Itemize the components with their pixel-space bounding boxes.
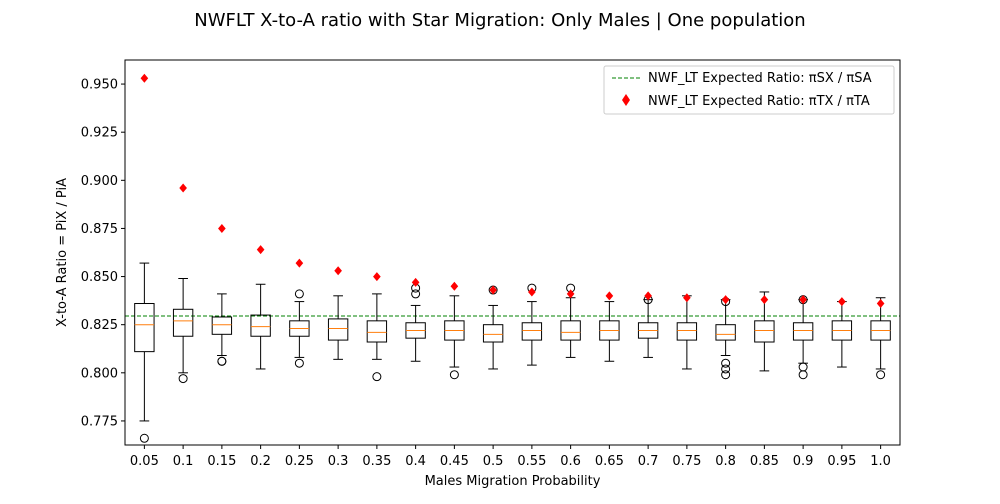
- outlier-point: [449, 370, 459, 380]
- expected-ratio-point: [411, 277, 420, 287]
- expected-ratio-point: [256, 245, 265, 255]
- box: [482, 324, 504, 343]
- x-tick-label: 0.75: [672, 454, 701, 469]
- expected-ratio-point: [450, 281, 459, 291]
- x-tick-label: 0.45: [440, 454, 469, 469]
- outlier-point: [798, 362, 808, 372]
- legend-label-pisx: NWF_LT Expected Ratio: πSX / πSA: [648, 71, 872, 86]
- legend: NWF_LT Expected Ratio: πSX / πSA NWF_LT …: [603, 65, 895, 115]
- x-tick-label: 0.35: [362, 454, 391, 469]
- expected-ratio-point: [605, 291, 614, 301]
- legend-box: [603, 65, 895, 115]
- plot-area: 0.7750.8000.8250.8500.8750.9000.9250.950…: [81, 73, 900, 469]
- outlier-point: [294, 289, 304, 299]
- y-tick-label: 0.850: [81, 270, 118, 285]
- y-tick-label: 0.900: [81, 174, 118, 189]
- x-tick-label: 0.25: [285, 454, 314, 469]
- box: [754, 320, 775, 343]
- expected-ratio-point: [489, 285, 497, 295]
- expected-ratio-point: [334, 266, 342, 276]
- box: [715, 324, 736, 341]
- x-tick-label: 0.15: [207, 454, 236, 469]
- outlier-point: [798, 370, 808, 380]
- x-tick-label: 0.5: [483, 454, 504, 469]
- x-tick-label: 0.85: [750, 454, 779, 469]
- expected-ratio-point: [683, 293, 691, 303]
- box: [792, 322, 814, 341]
- outlier-point: [139, 433, 149, 443]
- x-tick-label: 0.1: [173, 454, 194, 469]
- axes-frame: [124, 59, 901, 446]
- x-tick-label: 0.55: [517, 454, 546, 469]
- y-tick-label: 0.775: [81, 414, 118, 429]
- box: [676, 322, 698, 341]
- y-tick-label: 0.825: [81, 318, 118, 333]
- x-tick-label: 0.05: [130, 454, 159, 469]
- box: [366, 320, 388, 343]
- outlier-point: [876, 370, 886, 380]
- x-tick-label: 0.2: [250, 454, 271, 469]
- expected-ratio-point: [760, 295, 769, 305]
- y-tick-label: 0.800: [81, 366, 118, 381]
- legend-label-pitx: NWF_LT Expected Ratio: πTX / πTA: [648, 94, 870, 109]
- outlier-point: [178, 374, 188, 384]
- y-tick-label: 0.875: [81, 222, 118, 237]
- x-tick-label: 0.7: [638, 454, 659, 469]
- expected-ratio-point: [721, 295, 730, 305]
- box: [327, 318, 349, 341]
- expected-ratio-point: [566, 289, 575, 299]
- expected-ratio-point: [528, 287, 536, 297]
- expected-ratio-point: [644, 291, 652, 301]
- x-tick-label: 0.65: [595, 454, 624, 469]
- expected-ratio-point: [140, 73, 149, 83]
- outlier-point: [372, 372, 382, 382]
- expected-ratio-point: [373, 272, 381, 282]
- x-tick-label: 1.0: [870, 454, 891, 469]
- x-axis-label: Males Migration Probability: [425, 474, 601, 489]
- box: [521, 322, 543, 341]
- x-tick-label: 0.95: [827, 454, 856, 469]
- box: [560, 320, 581, 341]
- expected-ratio-point: [838, 297, 846, 307]
- outlier-point: [411, 289, 421, 299]
- outlier-point: [721, 364, 731, 374]
- outlier-point: [294, 358, 304, 368]
- box: [134, 303, 155, 353]
- expected-ratio-point: [799, 295, 807, 305]
- chart-title: NWFLT X-to-A ratio with Star Migration: …: [194, 10, 805, 31]
- expected-ratio-point: [179, 183, 187, 193]
- y-axis-label: X-to-A Ratio = PiX / PiA: [55, 178, 70, 327]
- expected-ratio-point: [295, 258, 304, 268]
- x-tick-label: 0.4: [405, 454, 426, 469]
- box: [211, 316, 233, 335]
- y-tick-label: 0.950: [81, 78, 118, 93]
- outlier-point: [217, 356, 227, 366]
- x-tick-label: 0.9: [793, 454, 814, 469]
- x-tick-label: 0.3: [328, 454, 349, 469]
- x-tick-label: 0.6: [560, 454, 581, 469]
- box: [172, 308, 194, 337]
- outlier-point: [721, 358, 731, 368]
- outlier-point: [721, 370, 731, 380]
- x-tick-label: 0.8: [715, 454, 736, 469]
- legend-diamond-swatch: [622, 94, 630, 106]
- expected-ratio-point: [876, 299, 885, 309]
- box: [250, 314, 271, 337]
- y-tick-label: 0.925: [81, 126, 118, 141]
- expected-ratio-point: [218, 223, 226, 233]
